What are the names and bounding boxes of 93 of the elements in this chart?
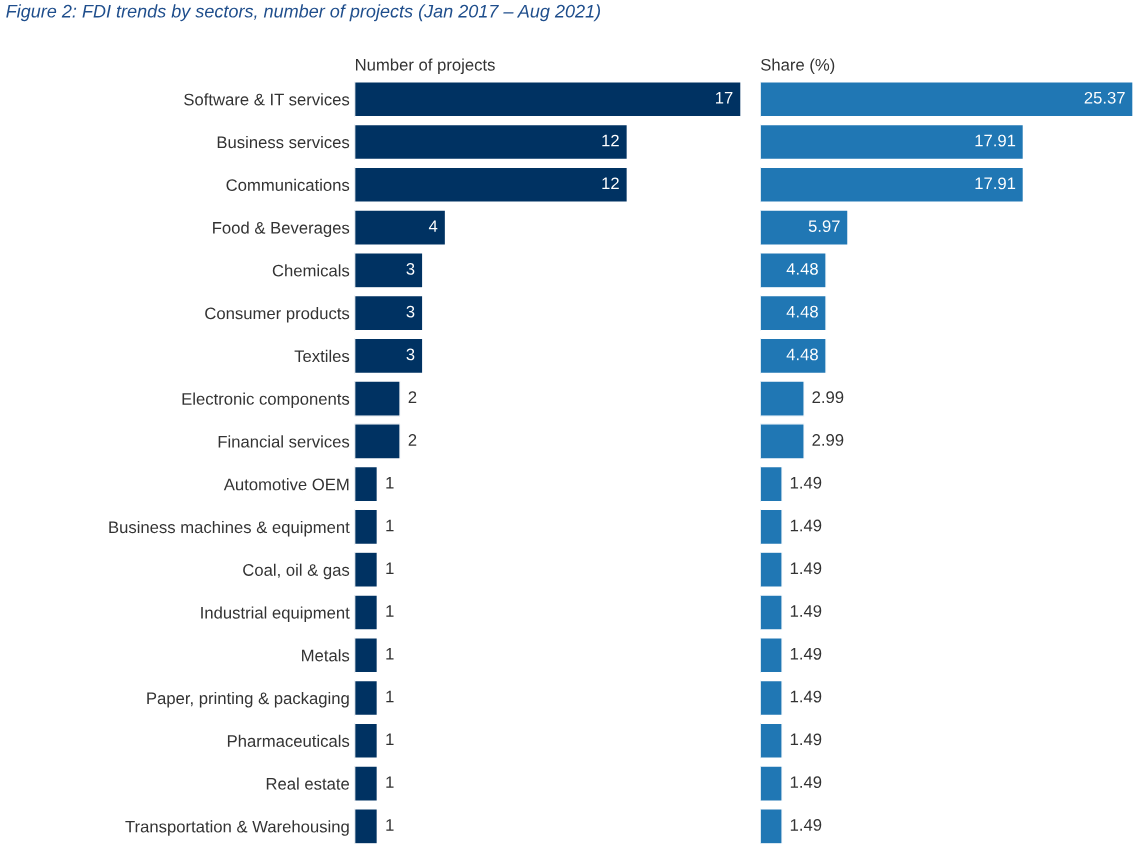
bar (760, 252, 827, 289)
data-label: 3 (406, 262, 415, 275)
bar (354, 166, 629, 204)
bar (354, 337, 424, 375)
y-tick-label: Chemicals (272, 264, 350, 277)
data-label: 1 (386, 819, 394, 831)
data-label: 1 (386, 605, 394, 617)
data-label: 4.48 (786, 348, 818, 361)
bar (354, 423, 401, 460)
bar (760, 166, 1025, 204)
y-tick-label: Metals (302, 649, 350, 662)
bar (354, 637, 379, 674)
data-label: 1.49 (790, 818, 822, 831)
data-label: 2.99 (812, 434, 844, 446)
data-label: 1.49 (790, 476, 822, 489)
data-label: 3 (406, 348, 415, 361)
bar (354, 551, 379, 588)
data-label: 1.49 (790, 605, 822, 617)
bar (354, 765, 379, 802)
bar (354, 252, 424, 289)
bar (354, 465, 379, 503)
data-label: 4.48 (786, 305, 818, 318)
bar (760, 123, 1025, 161)
data-label: 2 (408, 391, 417, 403)
bar (354, 123, 629, 161)
bar (760, 380, 805, 417)
y-tick-label: Automotive OEM (223, 478, 349, 491)
y-tick-label: Food & Beverages (213, 221, 350, 238)
data-label: 4.48 (786, 262, 818, 275)
bar (354, 380, 401, 417)
data-label: 12 (602, 134, 619, 147)
bar (760, 679, 783, 717)
y-tick-label: Coal, oil & gas (243, 563, 350, 580)
data-label: 1 (386, 648, 394, 660)
data-label: 5.97 (808, 220, 840, 233)
y-tick-label: Industrial equipment (201, 606, 350, 622)
data-label: 17.91 (975, 177, 1016, 190)
chart-subtitle: Share (%) (761, 58, 835, 74)
bar (760, 637, 783, 674)
bar (354, 679, 379, 717)
data-label: 2 (408, 434, 417, 446)
data-label: 2.99 (812, 391, 844, 404)
data-label: 12 (602, 177, 619, 190)
bar (354, 508, 379, 546)
bar (354, 81, 741, 118)
data-label: 1 (386, 519, 394, 532)
bar (760, 808, 783, 845)
data-label: 1.49 (790, 776, 822, 789)
y-tick-label: Paper, printing & packaging (147, 691, 349, 708)
data-label: 17 (715, 92, 733, 104)
data-label: 1 (386, 477, 394, 489)
data-label: 1 (386, 733, 394, 746)
data-label: 1 (386, 690, 394, 703)
data-label: 3 (406, 305, 415, 318)
bar (760, 594, 783, 631)
y-tick-label: Consumer products (205, 307, 350, 323)
chart-subtitle: Number of projects (356, 58, 495, 74)
bar (760, 423, 805, 460)
data-label: 1 (386, 562, 394, 575)
data-label: 1 (386, 776, 394, 788)
y-tick-label: Electronic components (182, 392, 350, 409)
bar (760, 765, 783, 802)
data-label: 1.49 (790, 647, 822, 660)
y-tick-label: Pharmaceuticals (227, 734, 350, 747)
data-label: 1.49 (790, 519, 822, 532)
y-tick-label: Business services (217, 135, 350, 149)
bar (760, 465, 783, 503)
data-label: 4 (428, 220, 438, 232)
chart-title: Figure 2: FDI trends by sectors, number of projects (Jan 2017 – Aug 2021) (6, 4, 601, 22)
y-tick-label: Real estate (266, 777, 350, 790)
bar (760, 209, 849, 246)
bar (354, 209, 447, 246)
bar (354, 294, 424, 332)
bar (760, 551, 783, 588)
bar (354, 594, 379, 631)
y-tick-label: Software & IT services (184, 93, 350, 106)
y-tick-label: Communications (226, 178, 350, 191)
bar (760, 81, 1133, 118)
y-tick-label: Financial services (218, 435, 350, 448)
data-label: 25.37 (1084, 91, 1125, 104)
y-tick-label: Business machines & equipment (109, 520, 350, 537)
data-label: 1.49 (790, 690, 822, 703)
y-tick-label: Transportation & Warehousing (125, 820, 349, 836)
data-label: 1.49 (790, 733, 822, 746)
data-label: 17.91 (975, 134, 1016, 147)
bar (354, 808, 379, 845)
bar (760, 722, 783, 760)
data-label: 1.49 (790, 562, 822, 575)
y-tick-label: Textiles (294, 349, 350, 363)
bar (760, 294, 827, 332)
bar (760, 337, 827, 375)
bar (354, 722, 379, 760)
bar (760, 508, 783, 546)
